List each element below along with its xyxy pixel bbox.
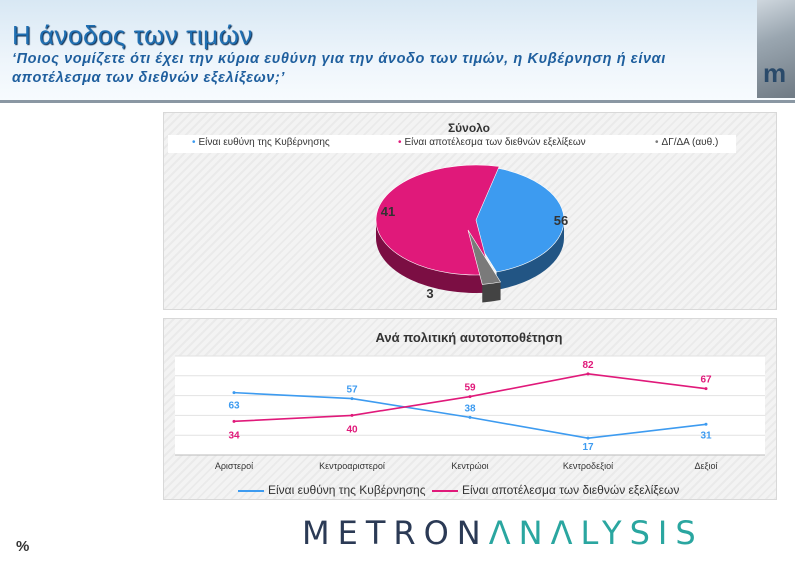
legend-dot-icon: • bbox=[655, 137, 659, 148]
pie-legend-item-government: • Είναι ευθύνη της Κυβέρνησης bbox=[192, 137, 330, 148]
pie-chart-title: Σύνολο bbox=[447, 121, 491, 135]
line-chart-title: Ανά πολιτική αυτοτοποθέτηση bbox=[375, 330, 563, 345]
percent-note: % bbox=[16, 538, 30, 555]
corner-logo-image: m bbox=[757, 0, 795, 98]
legend-line-icon bbox=[432, 489, 458, 492]
legend-dot-icon: • bbox=[192, 137, 196, 148]
legend-dot-icon: • bbox=[398, 137, 402, 148]
pie-legend-item-dk: • ΔΓ/ΔΑ (αυθ.) bbox=[655, 137, 719, 148]
logo-fragment: m bbox=[763, 58, 787, 88]
pie-legend bbox=[168, 135, 736, 153]
page-title: Η άνοδος των τιμών bbox=[12, 20, 253, 50]
brand-logo: METRONΛNΛLYSIS bbox=[302, 514, 704, 552]
line-legend-item-international: Είναι αποτέλεσμα των διεθνών εξελίξεων bbox=[432, 483, 679, 497]
page-subtitle: ‘Ποιος νομίζετε ότι έχει την κύρια ευθύν… bbox=[12, 51, 666, 86]
pie-legend-item-international: • Είναι αποτέλεσμα των διεθνών εξελίξεων bbox=[398, 137, 586, 148]
line-chart-panel bbox=[163, 318, 777, 500]
header-banner: Η άνοδος των τιμών ‘Ποιος νομίζετε ότι έ… bbox=[0, 0, 795, 103]
legend-line-icon bbox=[238, 489, 264, 492]
line-legend-item-government: Είναι ευθύνη της Κυβέρνησης bbox=[238, 483, 425, 497]
